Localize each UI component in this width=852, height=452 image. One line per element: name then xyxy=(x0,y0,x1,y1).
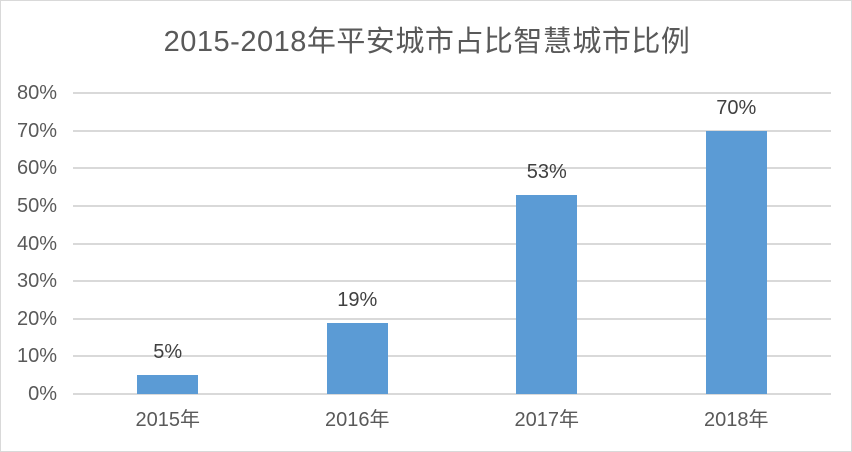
chart-title: 2015-2018年平安城市占比智慧城市比例 xyxy=(163,26,691,58)
plot-area: 5% 19% 53% 70% xyxy=(73,92,831,395)
gridline-50% xyxy=(73,204,831,207)
x-axis-tick-label-2015年: 2015年 xyxy=(135,409,201,431)
y-axis-tick-label: 70% xyxy=(16,119,57,142)
gridline-40% xyxy=(73,242,831,245)
gridline-20% xyxy=(73,317,831,320)
bar-2017年 xyxy=(516,194,578,394)
bar-2016年 xyxy=(326,322,388,394)
y-axis-tick-label: 40% xyxy=(16,232,57,255)
data-label-2018年: 70% xyxy=(716,96,757,119)
y-axis-tick-label: 20% xyxy=(16,307,57,330)
y-axis-tick-label: 0% xyxy=(28,383,57,405)
y-axis-tick-label: 60% xyxy=(16,157,57,180)
y-axis-tick-label: 10% xyxy=(16,345,57,368)
gridline-80% xyxy=(73,92,831,94)
gridline-10% xyxy=(73,355,831,358)
x-axis-tick-label-2016年: 2016年 xyxy=(325,409,390,431)
x-axis-tick-label-2018年: 2018年 xyxy=(704,409,769,431)
bar-2018年 xyxy=(705,130,767,394)
gridline-30% xyxy=(73,280,831,283)
data-label-2017年: 53% xyxy=(526,160,567,183)
gridline-70% xyxy=(73,129,831,132)
gridline-0% xyxy=(73,393,831,395)
data-label-2016年: 19% xyxy=(337,288,378,311)
bar-2015年 xyxy=(137,375,199,394)
y-axis-tick-label: 50% xyxy=(16,194,57,217)
y-axis-tick-label: 30% xyxy=(16,270,57,293)
x-axis-tick-label-2017年: 2017年 xyxy=(514,409,580,431)
data-label-2015年: 5% xyxy=(153,341,183,364)
gridline-60% xyxy=(73,167,831,170)
y-axis-tick-label: 80% xyxy=(16,82,57,104)
